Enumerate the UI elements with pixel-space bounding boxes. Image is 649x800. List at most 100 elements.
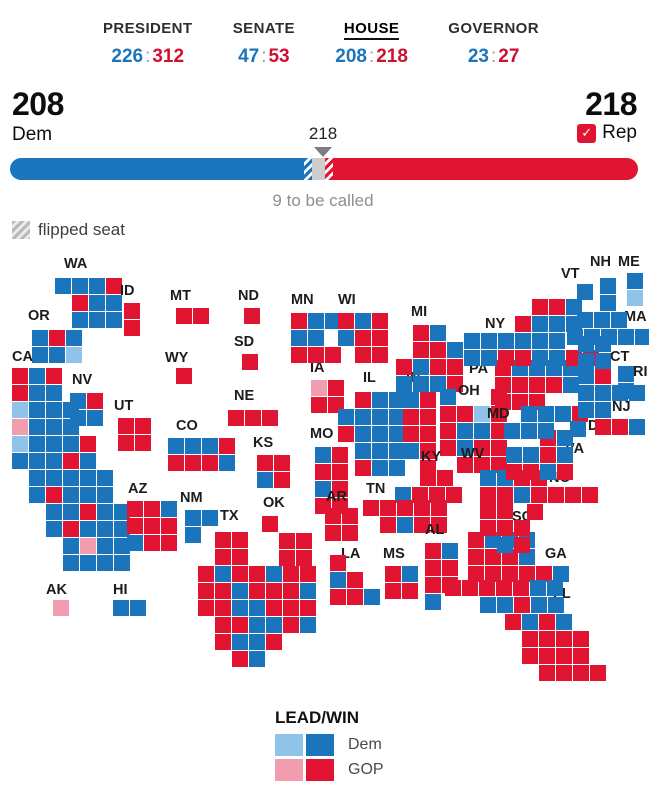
seat-square-ny[interactable] — [532, 299, 548, 315]
seat-square-ca[interactable] — [46, 453, 62, 469]
seat-square-az[interactable] — [161, 518, 177, 534]
seat-square-va[interactable] — [557, 430, 573, 446]
seat-square-oh[interactable] — [457, 423, 473, 439]
seat-square-ca[interactable] — [63, 470, 79, 486]
seat-square-ca[interactable] — [80, 538, 96, 554]
seat-square-fl[interactable] — [530, 580, 546, 596]
seat-square-oh[interactable] — [474, 440, 490, 456]
seat-square-ma[interactable] — [618, 329, 634, 345]
seat-square-sc[interactable] — [497, 537, 513, 553]
seat-square-ar[interactable] — [342, 525, 358, 541]
seat-square-ky[interactable] — [446, 487, 462, 503]
seat-square-ms[interactable] — [402, 566, 418, 582]
seat-square-oh[interactable] — [491, 423, 507, 439]
seat-square-mn[interactable] — [325, 313, 341, 329]
seat-square-ca[interactable] — [114, 555, 130, 571]
seat-square-fl[interactable] — [531, 597, 547, 613]
seat-square-ca[interactable] — [29, 436, 45, 452]
seat-square-fl[interactable] — [556, 648, 572, 664]
seat-square-ny[interactable] — [498, 333, 514, 349]
seat-square-mo[interactable] — [332, 464, 348, 480]
seat-square-ca[interactable] — [46, 470, 62, 486]
seat-square-ct[interactable] — [578, 353, 594, 369]
seat-square-tx[interactable] — [249, 617, 265, 633]
seat-square-mi[interactable] — [447, 376, 463, 392]
seat-square-ca[interactable] — [80, 487, 96, 503]
seat-square-mi[interactable] — [430, 325, 446, 341]
seat-square-ks[interactable] — [257, 472, 273, 488]
seat-square-nd[interactable] — [244, 308, 260, 324]
seat-square-ne[interactable] — [245, 410, 261, 426]
seat-square-ny[interactable] — [464, 333, 480, 349]
seat-square-ca[interactable] — [12, 385, 28, 401]
seat-square-nj[interactable] — [629, 419, 645, 435]
seat-square-mi[interactable] — [447, 342, 463, 358]
seat-square-nh[interactable] — [600, 295, 616, 311]
seat-square-tx[interactable] — [283, 583, 299, 599]
seat-square-de[interactable] — [570, 421, 586, 437]
seat-square-ar[interactable] — [325, 525, 341, 541]
seat-square-az[interactable] — [127, 501, 143, 517]
seat-square-il[interactable] — [338, 426, 354, 442]
seat-square-or[interactable] — [32, 330, 48, 346]
seat-square-wi[interactable] — [355, 347, 371, 363]
seat-square-wa[interactable] — [72, 278, 88, 294]
seat-square-mn[interactable] — [308, 347, 324, 363]
seat-square-tx[interactable] — [232, 583, 248, 599]
seat-square-tx[interactable] — [232, 532, 248, 548]
seat-square-ca[interactable] — [80, 504, 96, 520]
seat-square-ca[interactable] — [29, 419, 45, 435]
seat-square-in[interactable] — [420, 392, 436, 408]
seat-square-nj[interactable] — [578, 402, 594, 418]
seat-square-wi[interactable] — [372, 347, 388, 363]
seat-square-sc[interactable] — [497, 503, 513, 519]
seat-square-tx[interactable] — [266, 617, 282, 633]
seat-square-ca[interactable] — [46, 521, 62, 537]
seat-square-md[interactable] — [538, 423, 554, 439]
seat-square-tx[interactable] — [232, 549, 248, 565]
seat-square-az[interactable] — [144, 501, 160, 517]
tab-house[interactable]: HOUSE 208:218 — [335, 20, 408, 67]
seat-square-ny[interactable] — [532, 350, 548, 366]
seat-square-oh[interactable] — [491, 406, 507, 422]
seat-square-pa[interactable] — [563, 377, 579, 393]
seat-square-ca[interactable] — [63, 521, 79, 537]
seat-square-oh[interactable] — [474, 457, 490, 473]
seat-square-ma[interactable] — [601, 329, 617, 345]
seat-square-fl[interactable] — [522, 631, 538, 647]
seat-square-fl[interactable] — [445, 580, 461, 596]
seat-square-il[interactable] — [355, 392, 371, 408]
seat-square-wa[interactable] — [106, 295, 122, 311]
seat-square-ca[interactable] — [63, 453, 79, 469]
seat-square-tn[interactable] — [397, 517, 413, 533]
seat-square-ny[interactable] — [549, 316, 565, 332]
seat-square-ca[interactable] — [80, 453, 96, 469]
seat-square-fl[interactable] — [547, 580, 563, 596]
seat-square-wv[interactable] — [491, 440, 507, 456]
seat-square-ga[interactable] — [553, 566, 569, 582]
seat-square-va[interactable] — [523, 464, 539, 480]
seat-square-ma[interactable] — [567, 329, 583, 345]
seat-square-fl[interactable] — [480, 597, 496, 613]
seat-square-ca[interactable] — [114, 504, 130, 520]
seat-square-ga[interactable] — [485, 566, 501, 582]
seat-square-nj[interactable] — [595, 419, 611, 435]
seat-square-tx[interactable] — [283, 566, 299, 582]
seat-square-co[interactable] — [185, 455, 201, 471]
seat-square-ca[interactable] — [97, 487, 113, 503]
seat-square-ca[interactable] — [29, 487, 45, 503]
seat-square-pa[interactable] — [529, 377, 545, 393]
seat-square-pa[interactable] — [546, 377, 562, 393]
seat-square-ms[interactable] — [402, 583, 418, 599]
seat-square-or[interactable] — [66, 347, 82, 363]
seat-square-tx[interactable] — [300, 566, 316, 582]
seat-square-md[interactable] — [504, 423, 520, 439]
seat-square-nc[interactable] — [514, 487, 530, 503]
seat-square-wi[interactable] — [355, 330, 371, 346]
seat-square-ma[interactable] — [635, 329, 649, 345]
seat-square-mo[interactable] — [315, 464, 331, 480]
seat-square-nj[interactable] — [578, 385, 594, 401]
seat-square-ny[interactable] — [481, 350, 497, 366]
seat-square-ca[interactable] — [12, 436, 28, 452]
seat-square-oh[interactable] — [457, 406, 473, 422]
